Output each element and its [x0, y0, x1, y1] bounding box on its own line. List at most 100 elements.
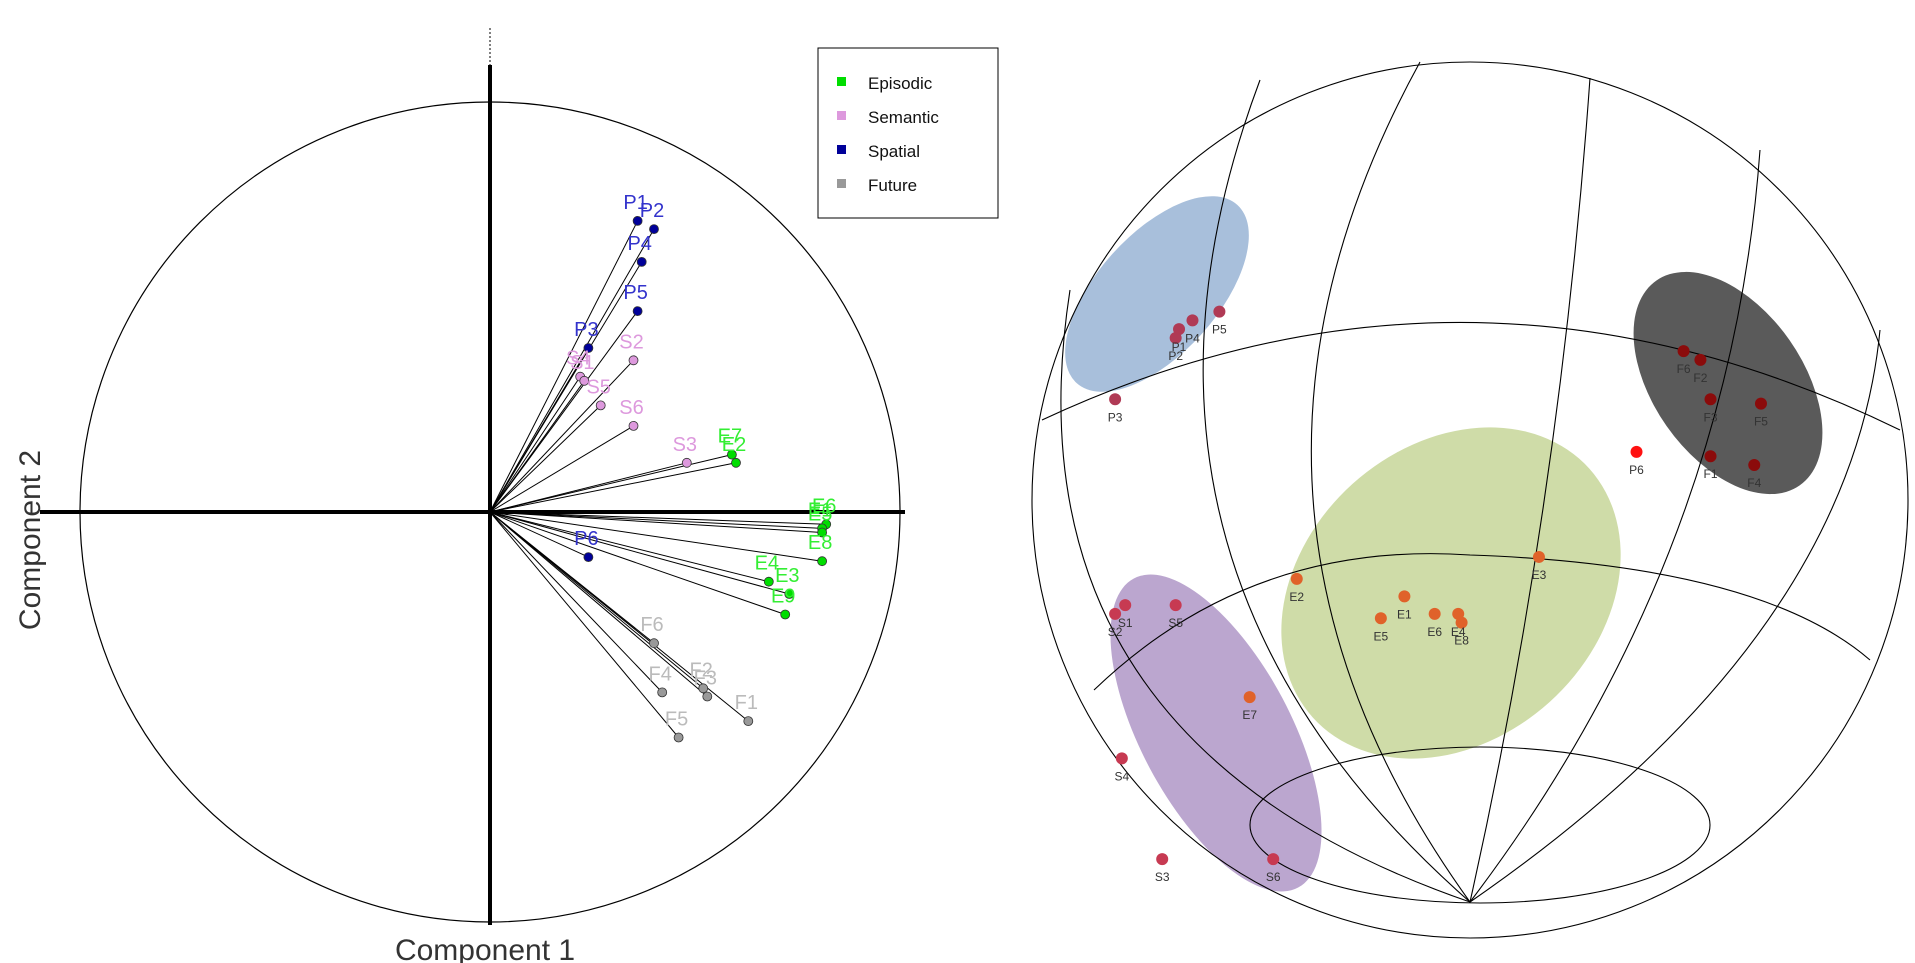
sphere-grid [1031, 61, 1909, 939]
loading-vector-e2 [489, 462, 737, 513]
legend-swatch-spatial [837, 145, 846, 154]
legend-swatch-episodic [837, 77, 846, 86]
loading-point-s6 [628, 420, 639, 431]
loading-label-f2: F2 [690, 659, 713, 681]
loading-point-p2 [649, 224, 659, 235]
loading-label-s3: S3 [673, 434, 697, 456]
loading-point-e8 [817, 556, 827, 567]
loading-label-f4: F4 [649, 663, 672, 685]
sphere-point-p2 [1169, 331, 1182, 344]
sphere-point-p6 [1630, 445, 1643, 458]
loading-vector-e9 [489, 511, 786, 615]
loading-point-p1 [632, 215, 643, 226]
meridian-line-3 [1469, 77, 1591, 903]
loading-label-e3: E3 [775, 565, 799, 587]
sphere-label-f2: F2 [1693, 371, 1707, 385]
legend-swatch-semantic [837, 111, 846, 120]
loading-point-e3 [784, 589, 795, 599]
sphere-point-e7 [1243, 691, 1256, 704]
loading-label-f3: F3 [694, 668, 717, 690]
sphere-point-f4 [1748, 458, 1761, 471]
sphere-point-e2 [1290, 572, 1303, 585]
sphere-label-p5: P5 [1212, 323, 1227, 337]
loading-point-f4 [657, 687, 668, 698]
loading-vector-e1 [489, 511, 823, 529]
legend-swatch-future [837, 179, 846, 188]
sphere-label-f4: F4 [1747, 476, 1761, 490]
sphere-label-e1: E1 [1397, 607, 1412, 621]
group-ellipse-f [1633, 271, 1823, 495]
loading-point-s5 [595, 400, 606, 411]
sphere-label-f5: F5 [1754, 415, 1768, 429]
loading-point-e2 [731, 457, 741, 468]
sphere-label-e5: E5 [1374, 629, 1389, 643]
loading-label-p6: P6 [574, 528, 598, 550]
sphere-point-f1 [1704, 450, 1717, 463]
loading-label-e5: E5 [808, 504, 832, 526]
latitude-line-upper [1041, 321, 1901, 431]
sphere-point-f2 [1694, 353, 1707, 366]
sphere-label-e4: E4 [1451, 625, 1466, 639]
loading-vector-f5 [489, 511, 679, 738]
sphere-label-s3: S3 [1155, 870, 1170, 884]
group-ellipses [1065, 196, 1823, 892]
loading-vector-s4 [489, 376, 581, 513]
sphere-label-p3: P3 [1108, 410, 1123, 424]
sphere-label-f6: F6 [1677, 362, 1691, 376]
loading-vector-f1 [489, 511, 749, 722]
loading-label-e9: E9 [771, 586, 795, 608]
loading-point-f3 [702, 691, 713, 702]
loading-vector-f4 [489, 511, 663, 693]
loading-point-s1 [579, 375, 590, 386]
loading-point-f2 [698, 683, 709, 694]
meridian-line-6 [1060, 289, 1471, 903]
sphere-label-e6: E6 [1427, 625, 1442, 639]
loading-point-e5 [817, 527, 827, 538]
loading-label-f5: F5 [665, 709, 688, 731]
sphere-point-f5 [1754, 397, 1767, 410]
sphere-label-p4: P4 [1185, 331, 1200, 345]
sphere-point-s6 [1267, 853, 1280, 866]
loading-vector-s6 [489, 425, 634, 513]
sphere-label-p2: P2 [1168, 349, 1183, 363]
group-ellipse-p [1065, 196, 1249, 392]
latitude-line-bottom [1249, 746, 1711, 904]
meridian-line-4 [1469, 149, 1761, 903]
sphere-label-e3: E3 [1532, 568, 1547, 582]
loading-vector-e6 [489, 511, 827, 525]
loading-vector-p6 [489, 511, 589, 558]
loading-label-e8: E8 [808, 532, 832, 554]
sphere-label-s1: S1 [1118, 616, 1133, 630]
loading-vector-p2 [489, 228, 655, 513]
loading-label-e6: E6 [812, 495, 836, 517]
sphere-label-p6: P6 [1629, 463, 1644, 477]
loading-vectors [489, 220, 827, 738]
sphere-point-p3 [1109, 393, 1122, 406]
sphere-label-e8: E8 [1454, 634, 1469, 648]
loading-point-p6 [583, 552, 594, 562]
meridian-line-2 [1310, 61, 1471, 903]
group-ellipse-e [1281, 427, 1621, 759]
loading-point-f1 [743, 716, 754, 726]
loading-vector-e8 [489, 511, 823, 562]
legend-label-episodic: Episodic [868, 74, 933, 93]
loading-label-f1: F1 [735, 692, 758, 714]
sphere-point-e6 [1428, 607, 1441, 620]
loading-label-p4: P4 [627, 233, 651, 255]
loading-label-e4: E4 [755, 553, 779, 575]
sphere-label-s4: S4 [1114, 769, 1129, 783]
sphere-point-f3 [1704, 393, 1717, 406]
loading-label-s5: S5 [586, 376, 610, 398]
sphere-point-s2 [1109, 607, 1122, 620]
sphere-label-p1: P1 [1172, 340, 1187, 354]
loading-vector-f3 [489, 511, 708, 697]
loading-label-p5: P5 [623, 282, 647, 304]
loading-vector-e4 [489, 511, 769, 583]
sphere-point-s5 [1169, 599, 1182, 612]
sphere-point-e8 [1455, 616, 1468, 629]
loading-vector-e5 [489, 511, 823, 533]
